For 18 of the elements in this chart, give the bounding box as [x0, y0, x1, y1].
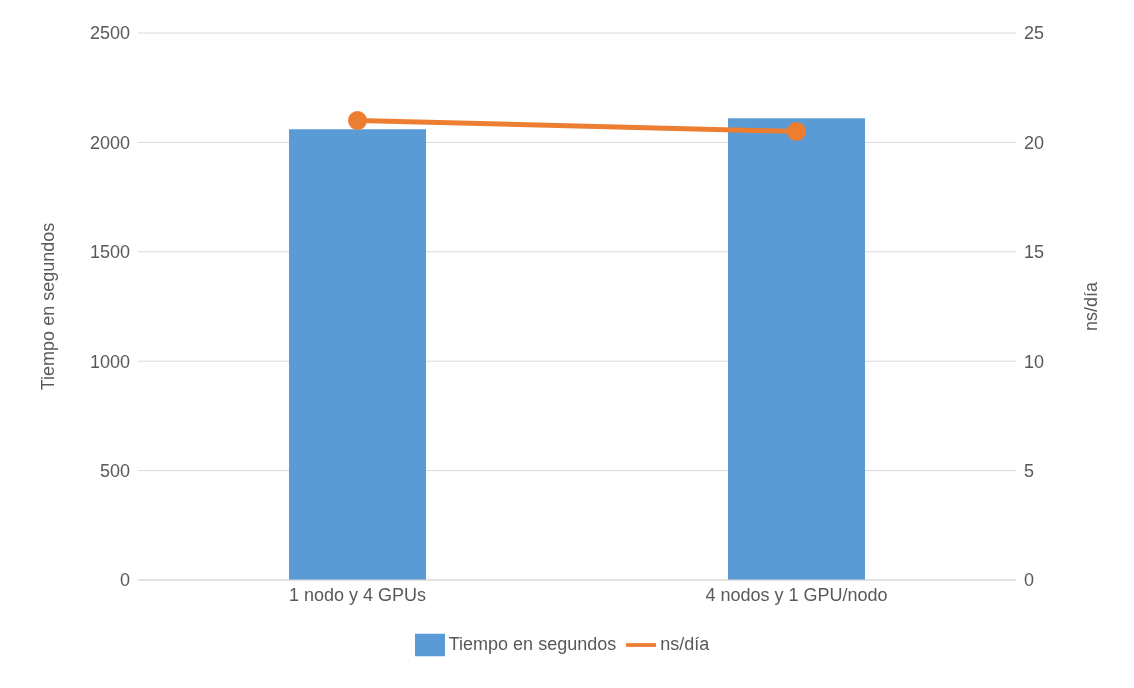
y2-tick-label: 5	[1024, 460, 1035, 481]
y2-tick-label: 25	[1024, 23, 1045, 44]
y2-tick-label: 15	[1024, 242, 1045, 263]
y-tick-label: 1000	[89, 351, 130, 372]
y2-tick-label: 20	[1024, 132, 1045, 153]
y-tick-label: 0	[119, 570, 130, 591]
y-tick-label: 500	[99, 460, 130, 481]
legend-label: ns/día	[660, 633, 710, 654]
y-tick-label: 2000	[89, 132, 130, 153]
y-axis-title: Tiempo en segundos	[38, 222, 59, 391]
y-tick-label: 1500	[89, 242, 130, 263]
legend-label: Tiempo en segundos	[448, 633, 617, 654]
y2-axis-title: ns/día	[1081, 281, 1102, 332]
y2-tick-label: 0	[1024, 570, 1035, 591]
x-tick-label: 4 nodos y 1 GPU/nodo	[705, 584, 888, 605]
y2-tick-label: 10	[1024, 351, 1045, 372]
y-tick-label: 2500	[89, 23, 130, 44]
x-tick-label: 1 nodo y 4 GPUs	[288, 584, 427, 605]
